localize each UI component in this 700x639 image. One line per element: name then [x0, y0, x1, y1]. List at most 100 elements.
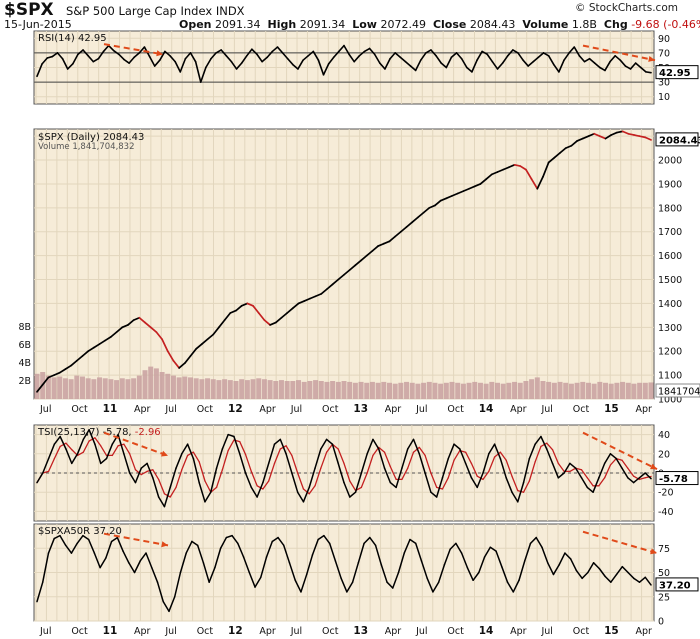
price-line [405, 221, 414, 228]
breadth-line [70, 542, 78, 554]
tsi-line [418, 453, 426, 474]
rsi-divergence-arrow [582, 44, 656, 62]
tsi-line [227, 433, 235, 438]
rsi-line [102, 44, 110, 53]
rsi-line [404, 60, 412, 67]
tsi-line [360, 453, 368, 474]
tsi-line [198, 481, 206, 503]
price-line [627, 132, 635, 136]
breadth-line [604, 575, 612, 583]
volume-bar [330, 381, 336, 399]
tsi-signal-line [366, 454, 374, 474]
x-axis-label: Jul [290, 626, 302, 637]
breadth-line [483, 546, 492, 558]
rsi-line [51, 52, 59, 58]
x-axis-label: Apr [134, 626, 151, 637]
breadth-line [87, 538, 96, 554]
rsi-line [501, 55, 509, 64]
price-tick-label: 1600 [658, 251, 682, 262]
x-axis-label: Oct [71, 404, 88, 415]
x-axis-label: Jul [540, 626, 552, 637]
volume-bar [159, 372, 165, 399]
price-line [246, 302, 254, 307]
tsi-line [354, 472, 363, 493]
rsi-line [138, 46, 146, 54]
volume-bar [603, 382, 609, 399]
price-line [570, 140, 578, 147]
volume-bar [142, 370, 148, 399]
breadth-line [219, 536, 228, 549]
volume-bar [512, 381, 518, 399]
tsi-signal-line [94, 437, 102, 447]
rsi-line [619, 59, 627, 67]
rsi-line [266, 50, 274, 59]
rsi-line [256, 53, 263, 63]
breadth-line [414, 542, 423, 562]
volume-bar [523, 381, 529, 399]
breadth-line [627, 571, 635, 580]
breadth-line [558, 552, 566, 566]
breadth-line [53, 534, 61, 540]
tsi-signal-line [470, 462, 478, 477]
tsi-line [598, 462, 606, 479]
x-axis-label: Jul [290, 404, 302, 415]
price-line [638, 135, 647, 139]
tsi-line [163, 486, 171, 508]
tsi-tick-label: -40 [658, 507, 674, 518]
tsi-signal-line [320, 451, 328, 469]
rsi-line [430, 49, 437, 57]
tsi-line [406, 438, 415, 450]
tsi-line [134, 467, 143, 484]
tsi-signal-line [175, 469, 183, 489]
rsi-line [368, 47, 376, 56]
tsi-line [447, 443, 455, 460]
breadth-line [472, 571, 480, 582]
volume-bar [91, 379, 97, 399]
tsi-signal-line [430, 472, 438, 489]
breadth-line [478, 556, 486, 574]
volume-tick-label: 8B [18, 322, 31, 333]
volume-bar [79, 376, 85, 399]
last-value-label: 37.20 [659, 580, 691, 591]
tsi-signal-line [198, 461, 206, 482]
tsi-signal-line [412, 446, 420, 453]
tsi-signal-line [383, 451, 391, 468]
rsi-line [92, 57, 100, 63]
volume-bar [620, 381, 626, 399]
brand-logo[interactable]: © StockCharts.com [575, 2, 678, 14]
x-axis-label: 15 [604, 625, 619, 637]
rsi-line [583, 57, 591, 63]
volume-bar [546, 381, 552, 399]
tsi-line [609, 453, 617, 460]
breadth-line [282, 544, 291, 564]
breadth-line [277, 536, 285, 547]
volume-bar [386, 382, 392, 399]
tsi-line [511, 491, 519, 503]
volume-bar [68, 379, 74, 399]
tsi-line [424, 472, 432, 493]
price-line [581, 135, 590, 140]
breadth-divergence-arrow [103, 532, 169, 547]
tsi-divergence-arrow-head [650, 463, 657, 470]
rsi-line [353, 55, 361, 63]
volume-bar [136, 375, 142, 399]
rsi-line [568, 46, 576, 54]
breadth-line [260, 556, 268, 579]
tsi-line [94, 443, 102, 465]
tsi-signal-line [551, 448, 559, 465]
tsi-signal-line [314, 467, 322, 487]
volume-bar [489, 381, 495, 399]
tsi-line [233, 435, 241, 455]
tsi-line [528, 443, 536, 460]
breadth-line [403, 538, 411, 554]
symbol-name: S&P 500 Large Cap Index INDX [66, 4, 245, 18]
rsi-line [563, 52, 570, 62]
tsi-signal-line [42, 470, 50, 474]
tsi-signal-line [308, 485, 316, 495]
tsi-signal-line [53, 445, 61, 460]
x-axis-label: Apr [635, 404, 652, 415]
tsi-signal-line [250, 470, 258, 487]
price-line [343, 269, 351, 276]
price-line [291, 302, 300, 310]
breadth-line [116, 536, 124, 552]
